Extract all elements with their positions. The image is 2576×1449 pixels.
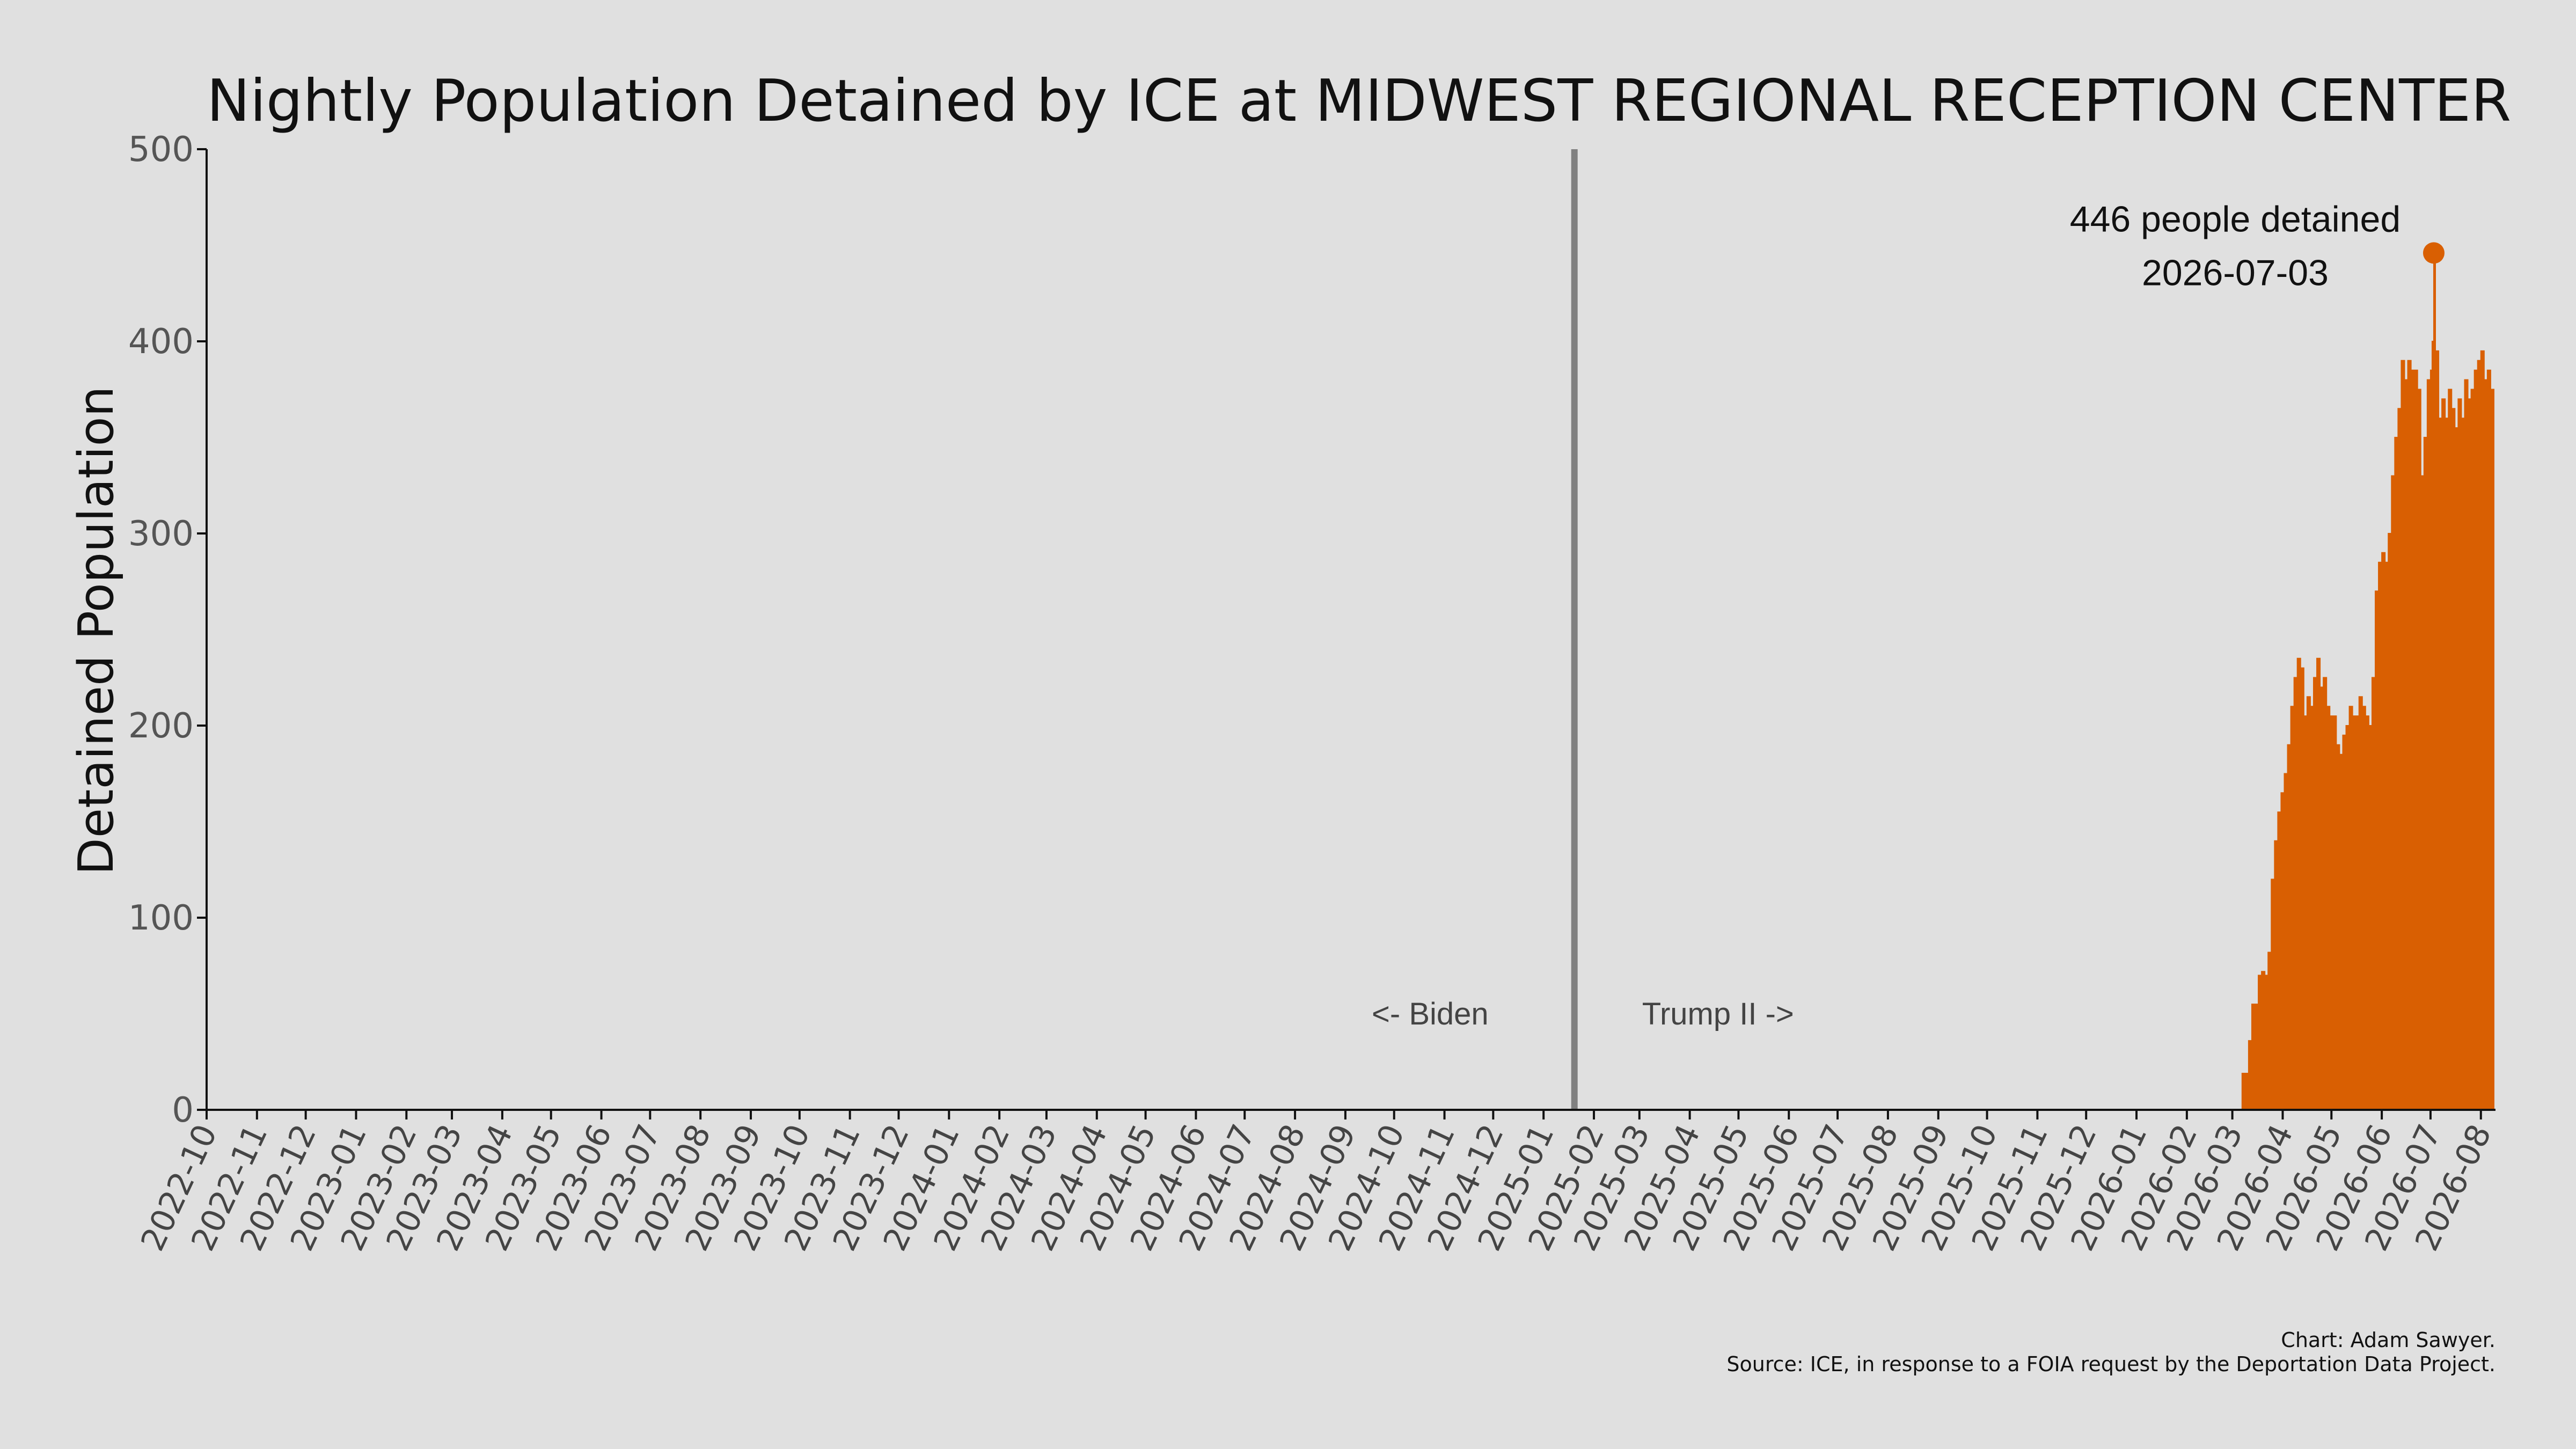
y-axis: 0 100 200 300 400 500 xyxy=(128,130,207,1130)
chart-source: Source: ICE, in response to a FOIA reque… xyxy=(1726,1352,2496,1376)
peak-marker xyxy=(2423,242,2445,264)
y-tick-label: 400 xyxy=(128,322,194,362)
y-tick-label: 500 xyxy=(128,130,194,170)
trump-era-label: Trump II -> xyxy=(1642,997,1794,1031)
x-axis: 2022-102022-112022-122023-012023-022023-… xyxy=(134,1110,2499,1257)
peak-annotation-date: 2026-07-03 xyxy=(2142,252,2329,293)
detained-population-area xyxy=(2241,252,2494,1110)
y-axis-label: Detained Population xyxy=(68,386,125,875)
y-tick-label: 300 xyxy=(128,514,194,554)
y-tick-label: 100 xyxy=(128,898,194,938)
y-tick-label: 0 xyxy=(172,1091,194,1130)
chart-credit: Chart: Adam Sawyer. xyxy=(2281,1328,2496,1352)
biden-era-label: <- Biden xyxy=(1372,997,1489,1031)
peak-annotation-value: 446 people detained xyxy=(2070,199,2401,239)
chart-title: Nightly Population Detained by ICE at MI… xyxy=(207,68,2511,135)
y-tick-label: 200 xyxy=(128,706,194,746)
